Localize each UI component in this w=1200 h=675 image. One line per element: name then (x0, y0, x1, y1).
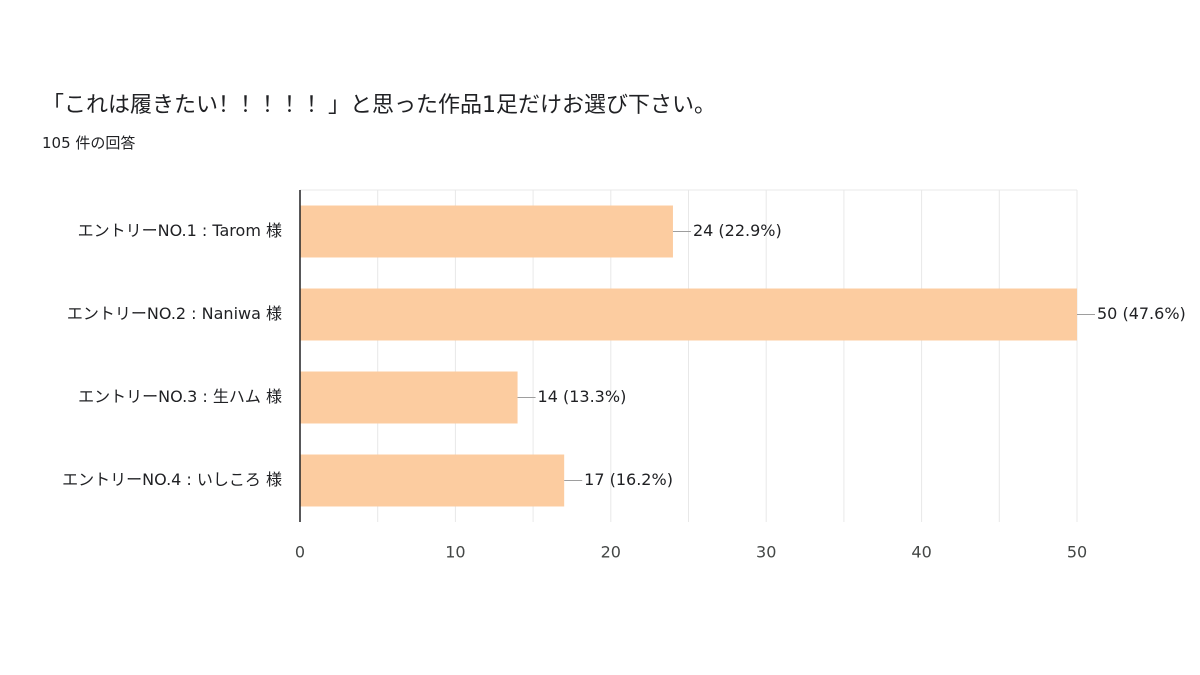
bar[interactable] (300, 205, 673, 258)
data-label: 14 (13.3%) (538, 387, 627, 406)
x-tick-label: 0 (295, 543, 305, 562)
response-count: 105 件の回答 (42, 134, 136, 152)
x-tick-label: 30 (756, 543, 776, 562)
bar[interactable] (300, 288, 1077, 341)
x-tick-label: 20 (601, 543, 621, 562)
data-label: 50 (47.6%) (1097, 304, 1186, 323)
x-tick-label: 10 (445, 543, 465, 562)
question-title: 「これは履きたい！！！！！」と思った作品1足だけお選び下さい。 (42, 93, 716, 118)
category-label: エントリーNO.3 : 生ハム 様 (78, 387, 282, 406)
bar[interactable] (300, 454, 565, 507)
category-label: エントリーNO.2 : Naniwa 様 (67, 304, 282, 323)
x-tick-label: 40 (911, 543, 931, 562)
category-label: エントリーNO.1 : Tarom 様 (78, 221, 282, 240)
bar[interactable] (300, 371, 518, 424)
category-label: エントリーNO.4 : いしころ 様 (62, 470, 282, 489)
x-tick-label: 50 (1067, 543, 1087, 562)
data-label: 17 (16.2%) (584, 470, 673, 489)
data-label: 24 (22.9%) (693, 221, 782, 240)
